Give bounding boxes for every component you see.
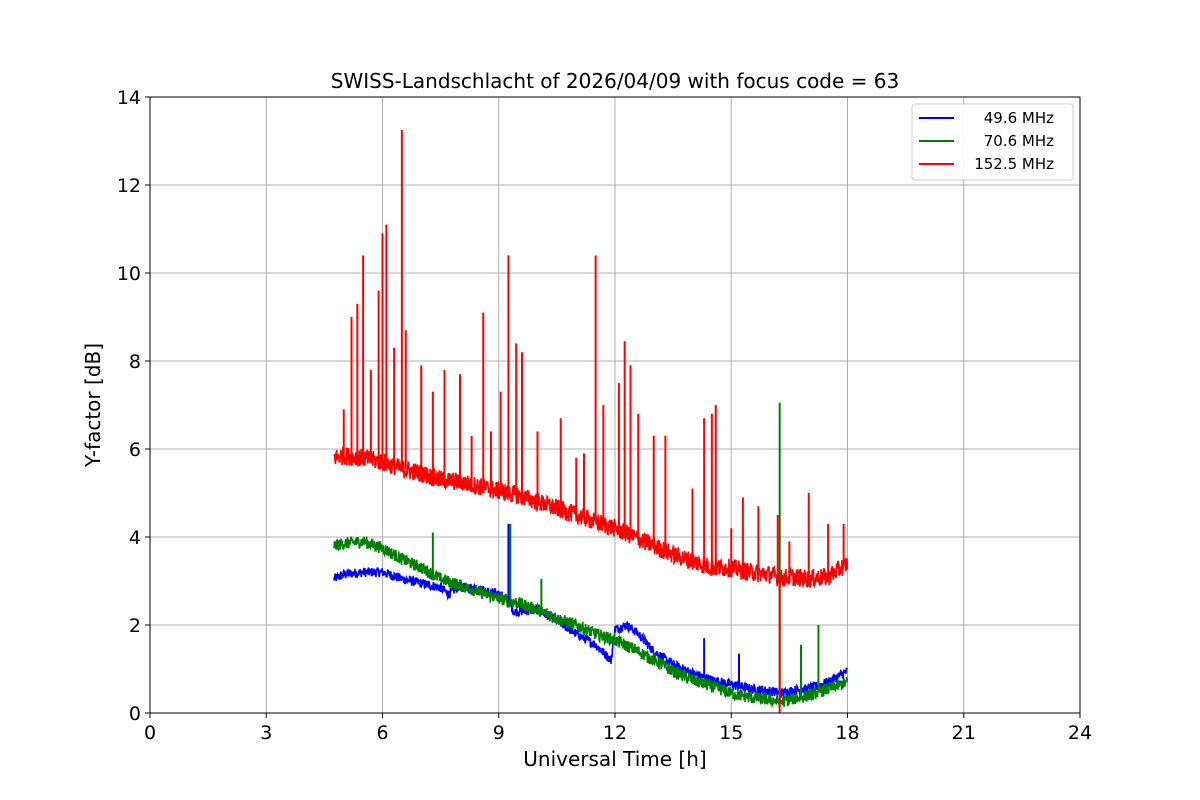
- y-tick-label: 0: [129, 703, 141, 725]
- legend-label: 152.5 MHz: [974, 155, 1054, 173]
- series-line-2: [333, 446, 849, 589]
- series-layer: [333, 130, 849, 713]
- y-tick-label: 14: [117, 87, 141, 109]
- x-tick-label: 24: [1068, 722, 1092, 744]
- legend-label: 49.6 MHz: [984, 109, 1054, 127]
- y-tick-label: 4: [129, 527, 141, 549]
- y-tick-label: 8: [129, 351, 141, 373]
- x-tick-label: 9: [493, 722, 505, 744]
- x-tick-label: 6: [376, 722, 388, 744]
- y-tick-label: 10: [117, 263, 141, 285]
- legend: 49.6 MHz 70.6 MHz 152.5 MHz: [911, 103, 1074, 181]
- x-tick-label: 0: [144, 722, 156, 744]
- legend-label: 70.6 MHz: [984, 132, 1054, 150]
- y-tick-label: 12: [117, 175, 141, 197]
- series-line-1: [333, 536, 849, 708]
- x-tick-label: 21: [952, 722, 976, 744]
- chart-title: SWISS-Landschlacht of 2026/04/09 with fo…: [331, 69, 899, 93]
- y-tick-label: 2: [129, 615, 141, 637]
- y-tick-label: 6: [129, 439, 141, 461]
- x-tick-label: 18: [835, 722, 859, 744]
- x-tick-label: 3: [260, 722, 272, 744]
- x-tick-label: 12: [603, 722, 627, 744]
- y-axis-title: Y-factor [dB]: [81, 343, 105, 468]
- x-axis-title: Universal Time [h]: [523, 747, 706, 771]
- x-tick-label: 15: [719, 722, 743, 744]
- legend-box: [911, 103, 1074, 181]
- grid-layer: [149, 96, 1081, 714]
- series-line-0: [333, 567, 848, 698]
